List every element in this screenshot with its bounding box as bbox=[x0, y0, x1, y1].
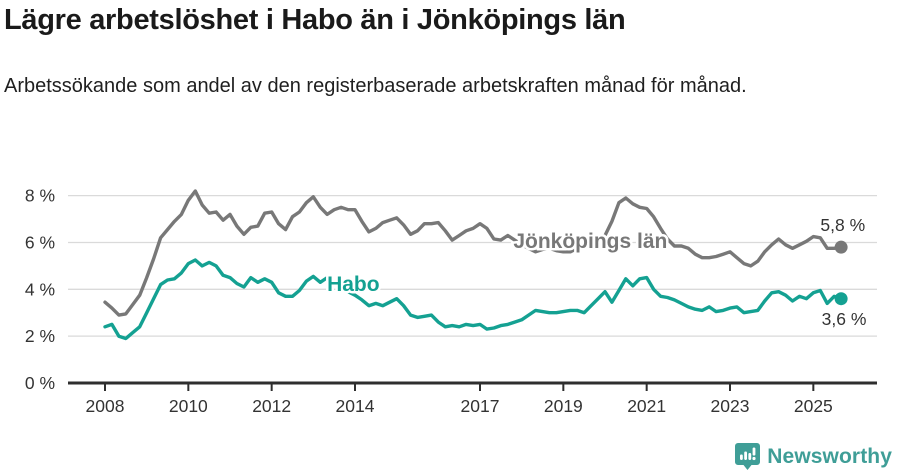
unemployment-line-chart: 0 % 2 % 4 % 6 % 8 % 2008 2010 2012 2014 2017 2019 2… bbox=[25, 186, 877, 416]
x-axis-tick-label: 2025 bbox=[794, 396, 833, 416]
series-end-dot bbox=[834, 240, 848, 254]
page-title: Lägre arbetslöshet i Habo än i Jönköping… bbox=[4, 4, 626, 36]
y-axis-tick-label: 0 % bbox=[25, 373, 55, 393]
chart-subtitle: Arbetssökande som andel av den registerb… bbox=[4, 75, 747, 97]
newsworthy-speech-bubble-chart-icon bbox=[735, 443, 761, 470]
x-axis-tick-label: 2023 bbox=[711, 396, 750, 416]
brand-name: Newsworthy bbox=[767, 444, 892, 468]
y-axis-tick-label: 6 % bbox=[25, 232, 55, 252]
y-axis-tick-label: 2 % bbox=[25, 326, 55, 346]
x-axis-tick-label: 2014 bbox=[336, 396, 375, 416]
x-axis-tick-label: 2012 bbox=[252, 396, 291, 416]
newsworthy-logo: Newsworthy bbox=[735, 443, 892, 470]
series-line-j-nk-pings-l-n bbox=[103, 189, 843, 317]
end-label-habo: 3,6 % bbox=[822, 309, 867, 329]
x-axis-tick-label: 2017 bbox=[461, 396, 500, 416]
x-axis-tick-label: 2010 bbox=[169, 396, 208, 416]
series-line-habo bbox=[103, 258, 843, 341]
series-end-dot bbox=[834, 292, 848, 306]
series-label-habo: Habo bbox=[327, 273, 380, 296]
end-label-jonkopings-lan: 5,8 % bbox=[820, 215, 865, 235]
x-axis-tick-label: 2021 bbox=[627, 396, 666, 416]
series-label-jonkopings-lan: Jönköpings län bbox=[513, 230, 667, 253]
y-axis-tick-label: 4 % bbox=[25, 279, 55, 299]
y-axis-tick-label: 8 % bbox=[25, 186, 55, 206]
x-axis-tick-label: 2008 bbox=[86, 396, 125, 416]
x-axis-tick-label: 2019 bbox=[544, 396, 583, 416]
